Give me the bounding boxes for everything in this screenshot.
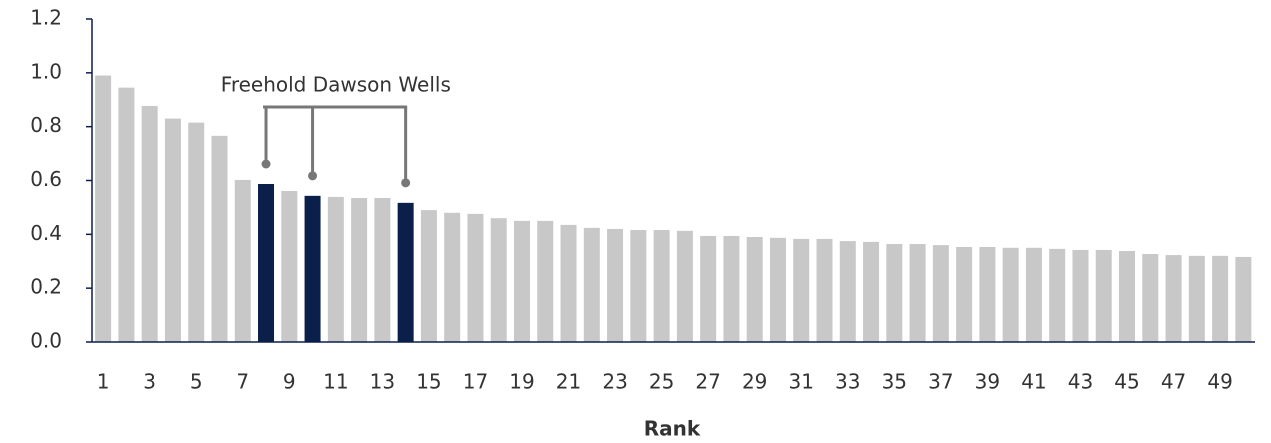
y-tick-label: 1.0 bbox=[30, 59, 62, 83]
bar bbox=[95, 75, 112, 343]
bar bbox=[141, 105, 158, 343]
bar bbox=[932, 245, 949, 342]
bar bbox=[583, 227, 600, 342]
bar bbox=[839, 241, 856, 342]
bar bbox=[1188, 255, 1205, 342]
bar bbox=[1212, 255, 1229, 342]
bar bbox=[1095, 249, 1112, 342]
bar bbox=[1049, 248, 1066, 342]
x-tick-label: 3 bbox=[143, 370, 156, 394]
x-tick-label: 13 bbox=[370, 370, 395, 394]
bar bbox=[630, 230, 647, 342]
bar bbox=[188, 122, 205, 342]
bar bbox=[420, 210, 437, 342]
x-tick-label: 45 bbox=[1114, 370, 1139, 394]
bar bbox=[1235, 256, 1252, 342]
bar bbox=[560, 224, 577, 342]
x-tick-label: 29 bbox=[742, 370, 767, 394]
x-tick-label: 7 bbox=[236, 370, 249, 394]
bar bbox=[676, 230, 693, 342]
bar bbox=[164, 118, 181, 342]
x-tick-label: 23 bbox=[602, 370, 627, 394]
bar bbox=[234, 179, 251, 342]
bar bbox=[304, 195, 321, 342]
bar bbox=[1119, 251, 1136, 342]
x-tick-label: 47 bbox=[1161, 370, 1186, 394]
x-tick-label: 43 bbox=[1068, 370, 1093, 394]
x-tick-label: 31 bbox=[789, 370, 814, 394]
bar bbox=[1072, 249, 1089, 342]
x-tick-label: 25 bbox=[649, 370, 674, 394]
bar bbox=[1002, 247, 1019, 342]
bar bbox=[490, 218, 507, 342]
bar bbox=[467, 213, 484, 342]
bar bbox=[979, 246, 996, 342]
y-tick-label: 0.0 bbox=[30, 329, 62, 353]
x-tick-label: 39 bbox=[975, 370, 1000, 394]
bar bbox=[1165, 255, 1182, 342]
x-tick-label: 35 bbox=[882, 370, 907, 394]
bar bbox=[258, 183, 275, 342]
x-tick-label: 37 bbox=[928, 370, 953, 394]
x-tick-label: 27 bbox=[695, 370, 720, 394]
x-tick-label: 21 bbox=[556, 370, 581, 394]
bar bbox=[118, 87, 135, 342]
bar bbox=[281, 190, 298, 342]
x-tick-label: 41 bbox=[1021, 370, 1046, 394]
x-tick-label: 17 bbox=[463, 370, 488, 394]
y-tick-label: 0.6 bbox=[30, 167, 62, 191]
bar bbox=[211, 135, 228, 342]
bar bbox=[653, 230, 670, 342]
bar bbox=[513, 220, 530, 342]
bar bbox=[700, 235, 717, 342]
x-tick-label: 15 bbox=[416, 370, 441, 394]
bar bbox=[909, 244, 926, 342]
bar bbox=[863, 241, 880, 342]
y-tick-label: 1.2 bbox=[30, 6, 62, 30]
y-tick-label: 0.8 bbox=[30, 113, 62, 137]
y-tick-label: 0.4 bbox=[30, 221, 62, 245]
bar bbox=[351, 197, 368, 342]
bar bbox=[397, 202, 414, 342]
bar bbox=[327, 196, 344, 342]
y-tick-label: 0.2 bbox=[30, 275, 62, 299]
bar bbox=[1142, 253, 1159, 342]
bar bbox=[607, 228, 624, 342]
annotation-dot bbox=[308, 171, 318, 181]
annotation: Freehold Dawson Wells bbox=[221, 73, 451, 97]
annotation-dot bbox=[261, 159, 271, 169]
x-tick-label: 19 bbox=[509, 370, 534, 394]
x-tick-label: 1 bbox=[97, 370, 110, 394]
bar bbox=[374, 197, 391, 342]
bar bbox=[1025, 247, 1042, 342]
x-tick-label: 9 bbox=[283, 370, 296, 394]
bar bbox=[886, 244, 903, 342]
x-tick-label: 5 bbox=[190, 370, 203, 394]
bar bbox=[746, 237, 763, 342]
x-tick-label: 49 bbox=[1207, 370, 1232, 394]
bar bbox=[537, 220, 554, 342]
bar bbox=[793, 238, 810, 342]
annotation-dot bbox=[401, 178, 411, 188]
bar bbox=[816, 238, 833, 342]
bar bbox=[956, 246, 973, 342]
bar bbox=[723, 235, 740, 342]
x-tick-label: 11 bbox=[323, 370, 348, 394]
bar bbox=[769, 237, 786, 342]
x-tick-label: 33 bbox=[835, 370, 860, 394]
bar bbox=[444, 212, 461, 342]
x-axis-title: Rank bbox=[644, 417, 701, 441]
